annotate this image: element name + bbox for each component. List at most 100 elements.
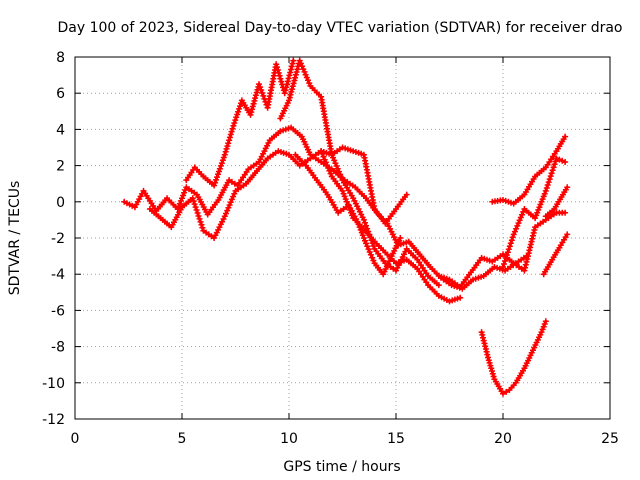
data-point-plus [181, 189, 188, 196]
data-point-plus [366, 231, 373, 238]
data-point-plus [223, 145, 230, 152]
y-tick-label: 2 [56, 159, 65, 175]
data-point-plus [338, 174, 345, 181]
data-point-plus [364, 243, 371, 250]
data-point-plus [230, 122, 237, 129]
data-point-plus [294, 66, 301, 73]
data-point-plus [220, 154, 227, 161]
data-point-plus [235, 108, 242, 115]
data-point-plus [290, 57, 297, 64]
data-point-plus [500, 264, 506, 270]
data-point-plus [547, 173, 554, 180]
data-point-plus [457, 294, 464, 301]
data-point-plus [556, 156, 563, 163]
data-point-plus [224, 207, 231, 214]
y-tick-label: -6 [51, 303, 65, 319]
data-point-plus [276, 72, 283, 79]
data-point-plus [356, 224, 363, 231]
data-point-plus [292, 74, 299, 81]
data-point-plus [216, 168, 222, 175]
data-point-plus [562, 209, 569, 216]
data-point-plus [211, 182, 218, 189]
data-point-plus [516, 217, 523, 224]
data-point-plus [258, 87, 265, 93]
data-point-plus [326, 167, 333, 174]
data-point-plus [305, 77, 311, 84]
data-point-plus [370, 257, 377, 264]
data-point-plus [322, 159, 329, 166]
data-point-plus [545, 179, 552, 186]
y-axis-label: SDTVAR / TECUs [7, 181, 23, 296]
data-point-plus [335, 168, 342, 175]
data-point-plus [227, 131, 234, 138]
x-tick-label: 5 [178, 431, 187, 447]
series-track-12 [478, 318, 549, 397]
data-point-plus [247, 111, 254, 118]
data-point-plus [216, 165, 223, 172]
data-point-plus [327, 170, 334, 177]
x-axis-label: GPS time / hours [283, 459, 400, 475]
series-layer [121, 57, 571, 397]
data-point-plus [297, 60, 304, 67]
data-point-plus [256, 81, 262, 88]
data-point-plus [253, 89, 260, 96]
data-point-plus [503, 252, 510, 259]
data-point-plus [252, 92, 259, 99]
data-point-plus [231, 190, 238, 197]
data-point-plus [228, 128, 235, 135]
data-point-plus [508, 237, 515, 244]
series-track-7 [435, 209, 569, 290]
data-point-plus [364, 225, 371, 232]
data-point-plus [303, 74, 310, 81]
x-tick-label: 15 [387, 431, 405, 447]
y-tick-label: 6 [56, 86, 65, 102]
data-point-plus [542, 187, 549, 194]
data-point-plus [283, 84, 290, 91]
data-point-plus [288, 88, 295, 95]
data-point-plus [324, 162, 330, 169]
data-point-plus [282, 87, 289, 94]
data-point-plus [562, 159, 569, 165]
data-point-plus [549, 167, 556, 174]
data-point-plus [543, 185, 550, 191]
data-point-plus [325, 165, 332, 171]
data-point-plus [221, 151, 228, 158]
data-point-plus [193, 207, 200, 213]
data-point-plus [506, 243, 513, 250]
data-point-plus [551, 161, 558, 168]
data-point-plus [370, 243, 377, 249]
data-point-plus [544, 182, 551, 188]
series-line [184, 59, 295, 187]
data-point-plus [564, 231, 571, 238]
chart-title: Day 100 of 2023, Sidereal Day-to-day VTE… [57, 20, 622, 36]
data-point-plus [369, 254, 376, 261]
data-point-plus [215, 171, 221, 178]
data-point-plus [275, 69, 282, 76]
data-point-plus [285, 75, 292, 82]
data-point-plus [552, 158, 559, 165]
data-point-plus [523, 258, 530, 265]
series-line [278, 59, 441, 287]
data-point-plus [333, 163, 340, 169]
data-point-plus [300, 66, 307, 73]
data-point-plus [542, 318, 549, 325]
data-point-plus [306, 80, 313, 87]
x-tick-label: 0 [71, 431, 80, 447]
series-track-5 [292, 151, 404, 278]
data-point-plus [195, 213, 202, 219]
x-tick-label: 25 [601, 431, 619, 447]
data-point-plus [503, 388, 510, 395]
data-point-plus [192, 204, 199, 211]
y-tick-label: 8 [56, 50, 65, 66]
data-point-plus [360, 216, 367, 223]
data-point-plus [274, 64, 280, 71]
data-point-plus [284, 78, 291, 85]
series-track-9 [500, 155, 569, 270]
data-point-plus [369, 240, 376, 247]
tick-layer: 0 5 10 15 20 25 -12 -10 -8 -6 -4 -2 0 2 4 6 8 [42, 50, 619, 447]
data-point-plus [435, 282, 442, 289]
data-point-plus [224, 143, 231, 150]
data-point-plus [226, 134, 233, 141]
data-point-plus [331, 157, 338, 164]
